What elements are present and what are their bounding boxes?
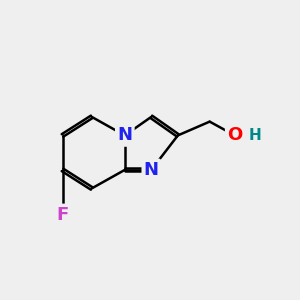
Text: O: O [227, 126, 242, 144]
Text: F: F [56, 206, 69, 224]
Text: H: H [249, 128, 261, 143]
Text: N: N [117, 126, 132, 144]
Text: N: N [144, 161, 159, 179]
